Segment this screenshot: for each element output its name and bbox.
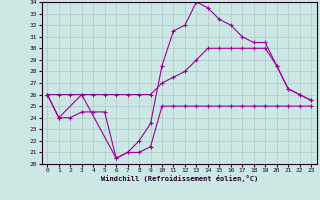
- X-axis label: Windchill (Refroidissement éolien,°C): Windchill (Refroidissement éolien,°C): [100, 175, 258, 182]
